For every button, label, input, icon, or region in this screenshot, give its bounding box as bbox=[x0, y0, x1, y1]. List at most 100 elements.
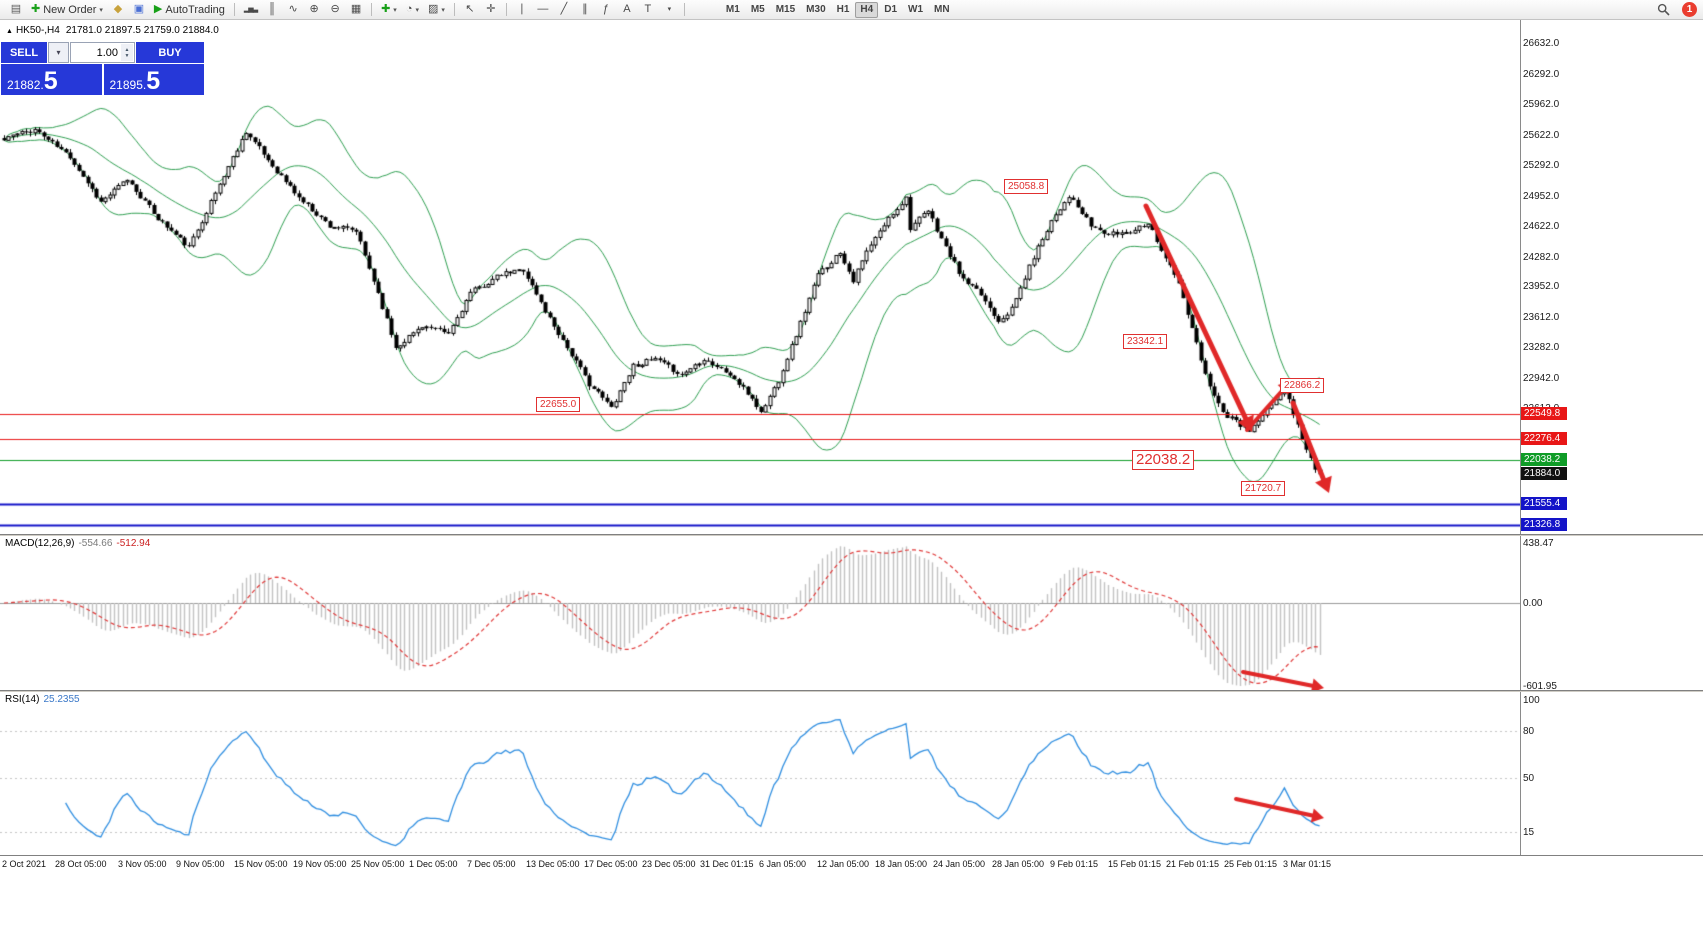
indicators-icon: ✚ bbox=[381, 3, 391, 15]
line-chart-icon: ∿ bbox=[288, 3, 298, 15]
timeframe-d1-button[interactable]: D1 bbox=[879, 2, 902, 18]
timeframe-m30-button[interactable]: M30 bbox=[801, 2, 830, 18]
buy-price-big-digit: 5 bbox=[146, 67, 161, 95]
time-label: 2 Oct 2021 bbox=[2, 859, 47, 869]
vertical-line-icon: ∣ bbox=[519, 3, 525, 15]
time-label: 9 Feb 01:15 bbox=[1050, 859, 1099, 869]
toolbar-separator bbox=[371, 3, 373, 16]
rsi-canvas[interactable] bbox=[0, 692, 1520, 855]
sell-button[interactable]: SELL bbox=[1, 42, 47, 63]
toolbar-separator bbox=[683, 3, 685, 16]
macd-panel[interactable]: MACD(12,26,9) -554.66 -512.94 bbox=[0, 536, 1703, 690]
rsi-name: RSI(14) bbox=[5, 694, 40, 705]
macd-main-value: -554.66 bbox=[78, 538, 113, 549]
chevron-down-icon: ▾ bbox=[99, 6, 103, 14]
fibonacci-icon[interactable]: ƒ bbox=[596, 1, 616, 19]
sell-price-button[interactable]: 21882. 5 bbox=[1, 64, 102, 95]
stepper-up-icon: ▲ bbox=[124, 46, 130, 53]
volume-stepper[interactable]: ▲ ▼ bbox=[121, 44, 133, 61]
shapes-dropdown-icon[interactable]: ▾ bbox=[659, 1, 679, 19]
periods-icon[interactable]: ◔ ▾ bbox=[402, 1, 423, 19]
chart-window-icon[interactable]: ▤ bbox=[6, 1, 26, 19]
buy-price-main: 21895. bbox=[109, 78, 147, 92]
horizontal-line-icon: ― bbox=[537, 3, 549, 15]
tile-windows-icon[interactable]: ▦ bbox=[346, 1, 366, 19]
ohlc-values: 21781.0 21897.5 21759.0 21884.0 bbox=[65, 25, 219, 36]
tile-windows-icon: ▦ bbox=[350, 3, 362, 15]
autotrading-button[interactable]: ▶ AutoTrading bbox=[150, 1, 229, 19]
timeframe-h4-button[interactable]: H4 bbox=[855, 1, 879, 18]
macd-canvas[interactable] bbox=[0, 536, 1520, 690]
autotrading-label: AutoTrading bbox=[165, 3, 225, 16]
channel-icon[interactable]: ∥ bbox=[575, 1, 595, 19]
vertical-line-icon[interactable]: ∣ bbox=[512, 1, 532, 19]
toolbar-separator bbox=[453, 3, 455, 16]
search-button[interactable] bbox=[1653, 1, 1674, 19]
zoom-out-icon[interactable]: ⊖ bbox=[325, 1, 345, 19]
time-label: 6 Jan 05:00 bbox=[759, 859, 807, 869]
cursor-icon[interactable]: ↖ bbox=[460, 1, 480, 19]
time-label: 1 Dec 05:00 bbox=[409, 859, 458, 869]
chart-window-icon: ▤ bbox=[10, 3, 22, 15]
volume-input[interactable]: 1.00 ▲ ▼ bbox=[70, 42, 135, 63]
timeframe-m5-button[interactable]: M5 bbox=[746, 2, 770, 18]
line-chart-icon[interactable]: ∿ bbox=[283, 1, 303, 19]
buy-button[interactable]: BUY bbox=[136, 42, 204, 63]
time-label: 12 Jan 05:00 bbox=[817, 859, 870, 869]
panel-separator[interactable] bbox=[0, 690, 1703, 692]
toolbar-buttons: ▤ ✚ New Order ▾ ◆ ▣ ▶ AutoTrading ▂▅▃ ║ ∿ ⊕ ⊖ ▦ ✚ ▾ ◔ ▾ ▨ ▾… bbox=[6, 0, 955, 20]
label-icon[interactable]: T bbox=[638, 1, 658, 19]
time-label: 3 Nov 05:00 bbox=[118, 859, 167, 869]
time-label: 17 Dec 05:00 bbox=[584, 859, 638, 869]
profiles-icon[interactable]: ▣ bbox=[129, 1, 149, 19]
symbol-triangle-icon: ▲ bbox=[6, 28, 13, 35]
expert-advisors-icon: ◆ bbox=[113, 3, 123, 15]
text-icon[interactable]: A bbox=[617, 1, 637, 19]
shapes-dropdown-icon: ▾ bbox=[667, 6, 671, 13]
templates-icon[interactable]: ▨ ▾ bbox=[424, 1, 449, 19]
toolbar: ▤ ✚ New Order ▾ ◆ ▣ ▶ AutoTrading ▂▅▃ ║ ∿ ⊕ ⊖ ▦ ✚ ▾ ◔ ▾ ▨ ▾… bbox=[0, 0, 1703, 20]
timeframe-h1-button[interactable]: H1 bbox=[832, 2, 855, 18]
time-label: 9 Nov 05:00 bbox=[176, 859, 225, 869]
rsi-panel[interactable]: RSI(14) 25.2355 bbox=[0, 692, 1703, 855]
panel-separator[interactable] bbox=[0, 534, 1703, 536]
volume-preset-dropdown[interactable]: ▾ bbox=[48, 42, 69, 63]
notification-badge[interactable]: 1 bbox=[1682, 2, 1697, 17]
timeframe-mn-button[interactable]: MN bbox=[929, 2, 955, 18]
zoom-in-icon: ⊕ bbox=[309, 3, 319, 15]
candlestick-chart-icon[interactable]: ║ bbox=[262, 1, 282, 19]
crosshair-icon: ✛ bbox=[486, 3, 496, 15]
toolbar-right: 1 bbox=[1653, 1, 1697, 19]
time-label: 18 Jan 05:00 bbox=[875, 859, 928, 869]
price-axis-divider bbox=[1520, 20, 1521, 872]
zoom-out-icon: ⊖ bbox=[330, 3, 340, 15]
volume-value: 1.00 bbox=[96, 46, 118, 59]
timeframe-w1-button[interactable]: W1 bbox=[903, 2, 928, 18]
zoom-in-icon[interactable]: ⊕ bbox=[304, 1, 324, 19]
chevron-down-icon: ▾ bbox=[415, 6, 419, 14]
candlestick-chart-canvas[interactable] bbox=[0, 20, 1520, 534]
time-label: 7 Dec 05:00 bbox=[467, 859, 516, 869]
chevron-down-icon: ▾ bbox=[56, 48, 61, 57]
templates-icon: ▨ bbox=[427, 3, 439, 15]
expert-advisors-icon[interactable]: ◆ bbox=[108, 1, 128, 19]
time-label: 25 Nov 05:00 bbox=[351, 859, 405, 869]
horizontal-line-icon[interactable]: ― bbox=[533, 1, 553, 19]
one-click-trade-panel: SELL ▾ 1.00 ▲ ▼ BUY 21882. 5 21895. 5 bbox=[1, 42, 204, 95]
crosshair-icon[interactable]: ✛ bbox=[481, 1, 501, 19]
timeframe-m15-button[interactable]: M15 bbox=[771, 2, 800, 18]
new-order-label: New Order bbox=[43, 3, 97, 16]
bar-chart-icon[interactable]: ▂▅▃ bbox=[240, 1, 261, 19]
time-label: 31 Dec 01:15 bbox=[700, 859, 754, 869]
indicators-icon[interactable]: ✚ ▾ bbox=[377, 1, 401, 19]
main-chart-panel[interactable]: ▲ HK50-,H4 21781.0 21897.5 21759.0 21884.0… bbox=[0, 20, 1703, 534]
buy-price-button[interactable]: 21895. 5 bbox=[103, 64, 204, 95]
time-label: 3 Mar 01:15 bbox=[1283, 859, 1332, 869]
timeframe-m1-button[interactable]: M1 bbox=[721, 2, 745, 18]
rsi-value: 25.2355 bbox=[43, 694, 80, 705]
new-order-button[interactable]: ✚ New Order ▾ bbox=[27, 1, 107, 19]
time-label: 25 Feb 01:15 bbox=[1224, 859, 1278, 869]
bar-chart-icon: ▂▅▃ bbox=[243, 6, 258, 13]
time-axis[interactable]: 2 Oct 2021 28 Oct 05:00 3 Nov 05:00 9 Nov 0… bbox=[0, 855, 1703, 873]
trendline-icon[interactable]: ╱ bbox=[554, 1, 574, 19]
